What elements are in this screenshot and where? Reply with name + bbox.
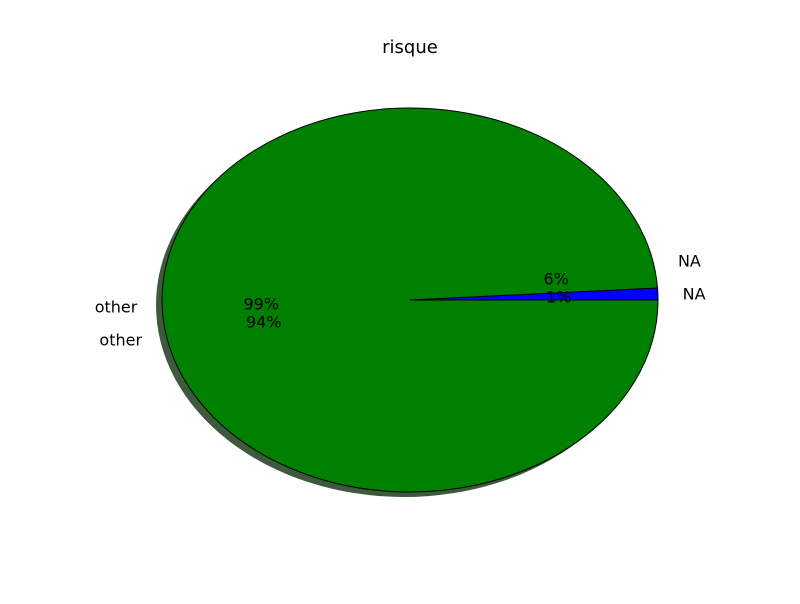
category-label-other-1: other [95,298,138,317]
pct-label-na-2: 6% [543,269,568,288]
pie-slice-other [161,107,659,493]
category-label-na-1: NA [683,284,706,303]
chart-title: risque [382,37,438,58]
pct-label-other-1: 99% [243,295,279,314]
category-label-other-2: other [99,331,142,350]
pct-label-na-1: 1% [546,287,571,306]
category-label-na-2: NA [678,251,701,270]
pct-label-other-2: 94% [246,313,282,332]
